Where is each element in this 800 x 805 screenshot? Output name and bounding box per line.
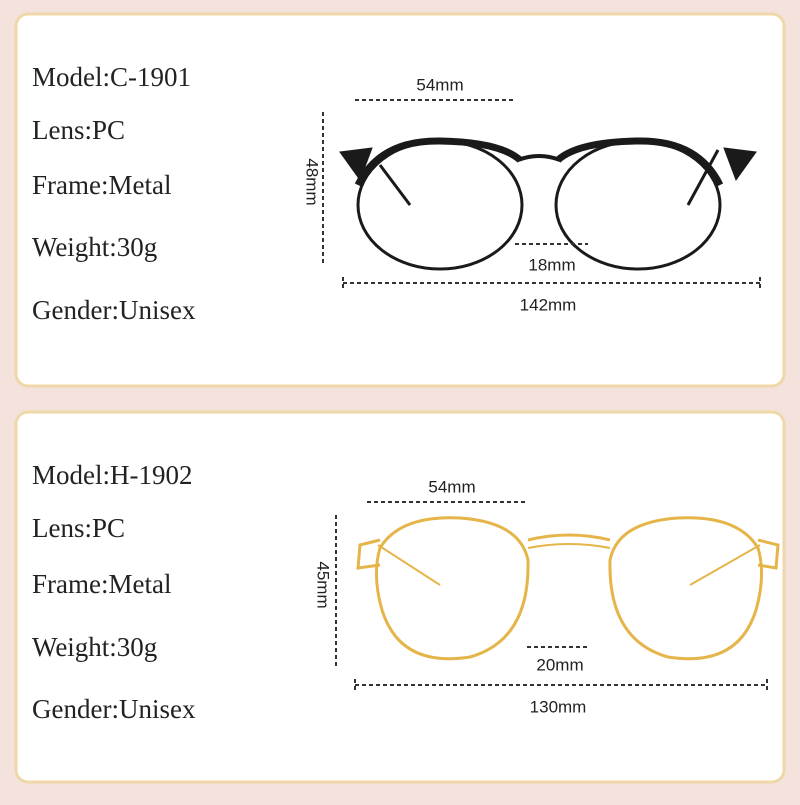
dim-line — [354, 679, 768, 691]
spec: Weight:30g — [32, 632, 157, 662]
dim-label: 54mm — [428, 477, 475, 496]
spec: Lens:PC — [32, 115, 125, 145]
spec: Frame:Metal — [32, 569, 171, 599]
dim-label: 20mm — [536, 655, 583, 674]
dim-label: 18mm — [528, 255, 575, 274]
spec: Lens:PC — [32, 513, 125, 543]
spec: Model:H-1902 — [32, 460, 192, 490]
glasses-gold — [356, 516, 780, 661]
spec: Model:C-1901 — [32, 62, 191, 92]
dim-label: 130mm — [530, 697, 587, 716]
dim-label: 54mm — [416, 75, 463, 94]
spec: Weight:30g — [32, 232, 157, 262]
spec: Frame:Metal — [32, 170, 171, 200]
dim-label: 48mm — [303, 158, 322, 205]
card — [14, 410, 786, 784]
glasses-black — [339, 137, 757, 271]
dim-label: 45mm — [314, 561, 333, 608]
spec: Gender:Unisex — [32, 295, 196, 325]
dim-label: 142mm — [520, 295, 577, 314]
card — [14, 12, 786, 388]
dim-line — [342, 277, 761, 289]
spec: Gender:Unisex — [32, 694, 196, 724]
